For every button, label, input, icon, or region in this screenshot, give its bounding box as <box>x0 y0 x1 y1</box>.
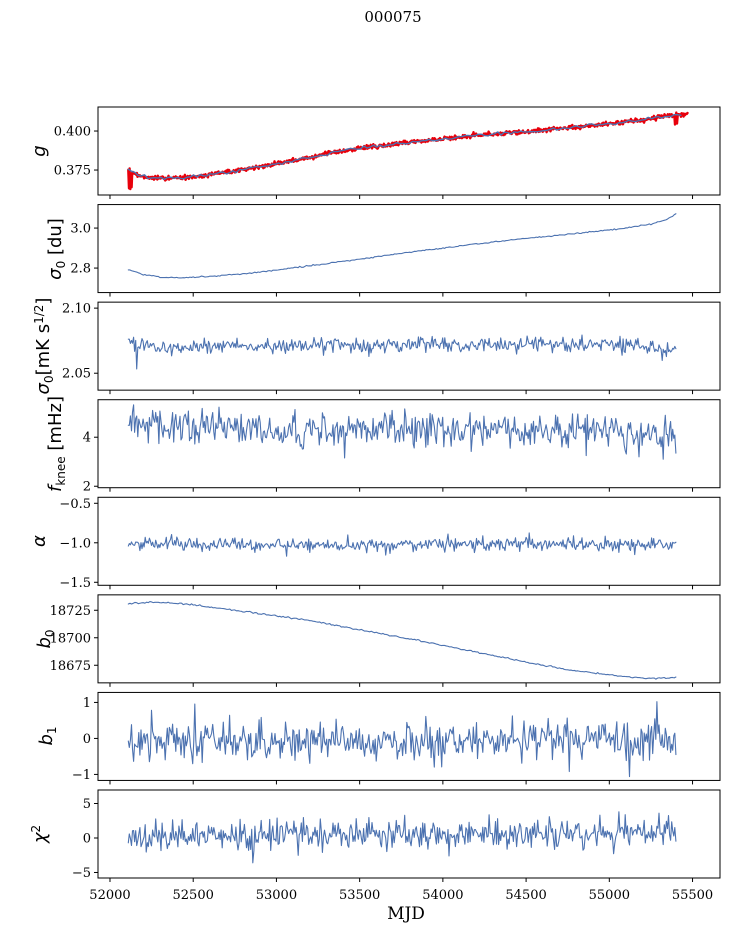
y-tick-label: −1.0 <box>59 536 91 551</box>
series-alpha-line <box>127 532 677 557</box>
y-tick-label: 0 <box>83 732 91 747</box>
series-b1-line <box>127 701 677 778</box>
y-tick-label: −1.5 <box>59 576 91 591</box>
panel-sigma0-du: 2.8 3.0 <box>70 204 721 297</box>
x-tick-label: 55500 <box>672 888 713 903</box>
panel-fknee: 24 <box>83 399 721 495</box>
y-axis-label-part: 1/2 <box>32 304 46 325</box>
y-axis-label-g: g <box>29 145 50 157</box>
axes-frame-g <box>97 106 721 196</box>
y-axis-label-part: 1 <box>45 726 59 735</box>
y-axis-label-part: σ <box>45 267 66 280</box>
series-g-smooth-blue <box>127 113 682 181</box>
y-axis-label-sigma0-du: σ0 [du] <box>45 217 68 280</box>
y-tick-label: 2 <box>83 480 91 495</box>
x-tick-label: 54000 <box>422 888 463 903</box>
y-tick-label: 0 <box>83 831 91 846</box>
panel-b0: 18675 18700 18725 <box>50 594 721 687</box>
y-axis-label-part: χ <box>30 832 51 844</box>
panel-g: 0.375 0.400 <box>54 106 721 199</box>
x-tick-label: 52000 <box>89 888 130 903</box>
y-tick-label: 0.375 <box>54 164 91 179</box>
x-tick-label: 53500 <box>339 888 380 903</box>
axes-frame-chi2 <box>97 789 721 879</box>
y-tick-label: 3.0 <box>70 222 91 237</box>
y-tick-label: −1 <box>72 768 91 783</box>
y-tick-label: 18725 <box>50 604 91 619</box>
panel-chi2: −5 0 5 52000 52500 53000 53500 54000 54500 55000 5… <box>72 789 721 903</box>
axes-frame-sigma0-du <box>97 204 721 294</box>
y-tick-label: −0.5 <box>59 497 91 512</box>
y-tick-label: 5 <box>83 797 91 812</box>
y-tick-label: 2.8 <box>70 262 91 277</box>
y-axis-label-fknee: fknee [mHz] <box>45 395 68 492</box>
y-axis-label-part: 0 <box>54 260 68 268</box>
y-axis-label-part: ] <box>33 297 54 305</box>
y-axis-label-part: [du] <box>45 217 66 261</box>
axes-frame-b1 <box>97 691 721 781</box>
y-axis-label-part: [mK s <box>33 324 54 376</box>
x-axis-label: MJD <box>387 904 425 924</box>
axes-frame-alpha <box>97 496 721 586</box>
y-tick-label: 2.10 <box>62 302 91 317</box>
series-chi2-line <box>127 811 677 864</box>
series-b0-line <box>127 601 677 680</box>
y-axis-label-part: b <box>36 734 57 746</box>
y-axis-label-part: b <box>34 636 55 649</box>
y-tick-label: 18675 <box>50 659 91 674</box>
y-tick-label: 0.400 <box>54 125 91 140</box>
y-tick-label: 4 <box>83 431 91 446</box>
panel-alpha: −1.5 −1.0 −0.5 <box>59 496 721 591</box>
x-tick-label: 55000 <box>589 888 630 903</box>
y-axis-label-sigma0-mks: σ0[mK s1/2] <box>32 297 56 395</box>
series-sigma0-du-line <box>127 213 677 279</box>
y-axis-label-b1: b1 <box>36 726 59 746</box>
y-axis-label-part: [mHz] <box>45 395 66 457</box>
y-axis-label-part: 0 <box>42 375 56 384</box>
y-axis-label-part: g <box>29 145 50 157</box>
axes-frame-b0 <box>97 594 721 684</box>
y-tick-label: 2.05 <box>62 367 91 382</box>
figure-title: 000075 <box>364 8 422 26</box>
x-tick-label: 54500 <box>505 888 546 903</box>
y-tick-label: −5 <box>72 866 91 881</box>
series-fknee-line <box>127 404 677 460</box>
y-axis-label-chi2: χ2 <box>29 824 51 844</box>
panel-b1: −1 0 1 <box>72 691 721 785</box>
y-axis-label-part: 0 <box>43 629 57 637</box>
axes-frame-fknee <box>97 399 721 489</box>
y-axis-label-part: 2 <box>29 824 43 833</box>
y-tick-label: 1 <box>83 696 91 711</box>
series-sigma0-mks-line <box>127 334 677 370</box>
y-axis-label-part: α <box>29 535 50 548</box>
y-axis-label-part: σ <box>33 383 54 395</box>
x-tick-label: 52500 <box>173 888 214 903</box>
y-axis-label-part: f <box>45 485 66 492</box>
y-axis-label-b0: b0 <box>34 629 57 649</box>
axes-frame-sigma0-mks <box>97 301 721 391</box>
y-axis-label-part: knee <box>54 456 68 486</box>
panel-sigma0-mks: 2.05 2.10 <box>62 301 721 395</box>
y-tick-label: 18700 <box>50 631 91 646</box>
x-tick-label: 53000 <box>256 888 297 903</box>
y-axis-label-alpha: α <box>29 535 50 548</box>
